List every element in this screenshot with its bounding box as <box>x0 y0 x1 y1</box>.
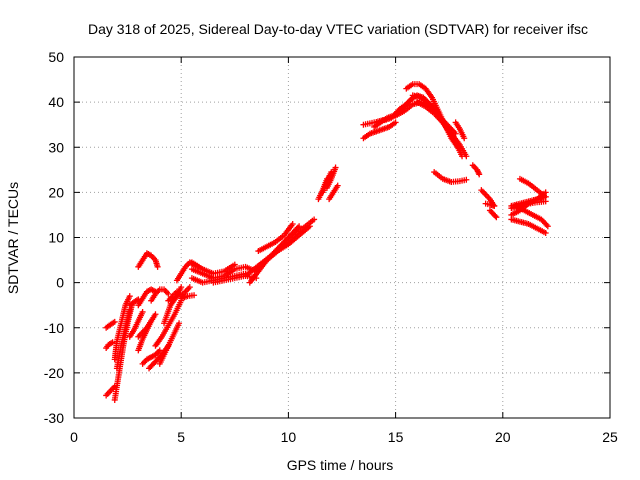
x-tick-labels: 0 5 10 15 20 25 <box>70 429 618 445</box>
y-tick-label: 50 <box>48 49 64 65</box>
axis-ticks <box>73 56 611 419</box>
data-point <box>492 213 499 220</box>
data-point <box>544 223 551 230</box>
data-point <box>463 176 470 183</box>
data-point <box>176 320 183 327</box>
data-point <box>152 311 159 318</box>
x-tick-label: 15 <box>388 429 404 445</box>
y-tick-label: 0 <box>56 275 64 291</box>
y-tick-label: -10 <box>44 320 64 336</box>
data-point <box>178 284 185 291</box>
x-tick-label: 25 <box>602 429 618 445</box>
data-point <box>111 318 118 325</box>
data-point <box>139 308 146 315</box>
data-point <box>296 223 303 230</box>
data-point <box>109 339 116 346</box>
data-point <box>154 263 161 270</box>
x-tick-label: 10 <box>281 429 297 445</box>
data-point <box>231 261 238 268</box>
data-point <box>491 202 498 209</box>
data-markers <box>103 81 551 403</box>
data-point <box>461 135 468 142</box>
y-axis-title: SDTVAR / TECUs <box>5 182 21 294</box>
data-point <box>165 290 172 297</box>
x-tick-label: 5 <box>177 429 185 445</box>
data-point <box>463 153 470 160</box>
data-point <box>311 216 318 223</box>
data-point <box>476 171 483 178</box>
y-tick-label: 30 <box>48 139 64 155</box>
y-tick-label: 10 <box>48 230 64 246</box>
y-tick-labels: -30 -20 -10 0 10 20 30 40 50 <box>44 49 64 426</box>
y-tick-label: -30 <box>44 410 64 426</box>
data-point <box>191 292 198 299</box>
data-point <box>392 119 399 126</box>
x-axis-title: GPS time / hours <box>287 457 394 473</box>
data-point <box>289 220 296 227</box>
y-tick-label: 40 <box>48 94 64 110</box>
y-tick-label: 20 <box>48 184 64 200</box>
x-tick-label: 20 <box>495 429 511 445</box>
x-tick-label: 0 <box>70 429 78 445</box>
data-point <box>332 164 339 171</box>
data-point <box>493 214 500 221</box>
data-point <box>156 347 163 354</box>
y-tick-label: -20 <box>44 365 64 381</box>
data-point <box>186 284 193 291</box>
data-point <box>542 229 549 236</box>
chart-title: Day 318 of 2025, Sidereal Day-to-day VTE… <box>88 21 588 37</box>
data-point <box>126 293 133 300</box>
data-point <box>542 198 549 205</box>
data-point <box>334 182 341 189</box>
